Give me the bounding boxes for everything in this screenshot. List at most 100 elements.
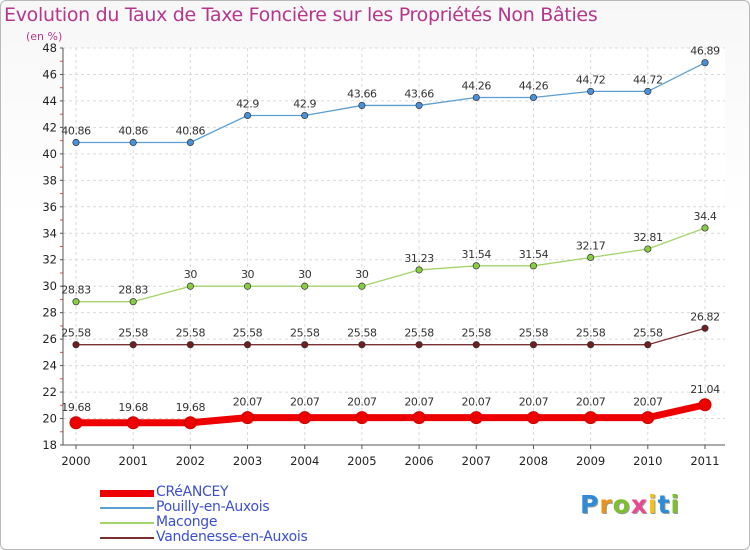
series-line	[75, 327, 706, 346]
data-point	[701, 59, 709, 67]
data-label: 31.23	[404, 252, 434, 265]
x-tick-label: 2011	[690, 454, 719, 468]
logo-letter: i	[670, 490, 681, 519]
y-tick-label: 30	[42, 279, 57, 293]
data-point	[529, 93, 538, 102]
data-label: 43.66	[404, 87, 434, 100]
data-point	[183, 416, 197, 430]
y-tick-label: 36	[42, 200, 57, 214]
y-tick-label: 48	[42, 41, 57, 55]
data-label: 44.72	[576, 73, 606, 86]
data-point	[415, 101, 423, 109]
data-label: 20.07	[462, 396, 492, 409]
x-tick-label: 2003	[233, 454, 262, 468]
data-point	[415, 266, 423, 274]
data-label: 42.9	[293, 97, 316, 110]
data-point	[126, 416, 140, 430]
y-tick-label: 26	[42, 332, 57, 346]
data-label: 32.81	[633, 231, 663, 244]
chart-title: Evolution du Taux de Taxe Foncière sur l…	[4, 4, 598, 26]
data-label: 19.68	[118, 401, 148, 414]
data-point	[701, 224, 709, 232]
data-point	[129, 138, 137, 147]
series-line	[75, 227, 706, 303]
y-tick-label: 38	[42, 173, 57, 187]
data-point	[587, 341, 595, 349]
data-point	[72, 138, 80, 147]
data-point	[472, 93, 480, 102]
data-label: 31.54	[462, 248, 492, 261]
y-tick-label: 40	[42, 147, 57, 161]
x-tick-label: 2008	[519, 454, 548, 468]
data-label: 32.17	[576, 239, 606, 252]
logo-letter: P	[580, 490, 600, 519]
x-tick-label: 2006	[404, 454, 433, 468]
legend-label: Vandenesse-en-Auxois	[156, 529, 308, 545]
data-point	[301, 111, 309, 120]
data-point	[644, 245, 652, 253]
data-label: 42.9	[236, 97, 259, 110]
data-label: 30	[184, 268, 198, 281]
data-label: 25.58	[290, 327, 320, 340]
data-point	[698, 398, 712, 412]
data-label: 25.58	[576, 327, 606, 340]
data-point	[529, 262, 538, 270]
data-point	[526, 411, 540, 425]
data-label: 44.26	[519, 79, 549, 92]
x-tick-label: 2007	[462, 454, 491, 468]
data-label: 25.58	[462, 327, 492, 340]
data-label: 28.83	[61, 284, 91, 297]
x-tick-label: 2004	[290, 454, 319, 468]
x-tick-label: 2009	[576, 454, 605, 468]
data-point	[129, 298, 137, 306]
data-label: 25.58	[61, 327, 91, 340]
data-label: 40.86	[176, 124, 206, 137]
data-point	[69, 416, 83, 430]
data-point	[129, 341, 137, 349]
data-point	[412, 411, 426, 425]
x-tick-label: 2001	[119, 454, 148, 468]
data-label: 30	[241, 268, 255, 281]
legend-label: Maconge	[156, 514, 218, 530]
data-point	[701, 324, 709, 332]
legend-swatch	[100, 507, 154, 509]
proxiti-logo: Proxiti	[580, 490, 680, 519]
data-point	[358, 282, 366, 290]
data-label: 30	[298, 268, 312, 281]
data-point	[301, 341, 309, 349]
data-point	[584, 411, 598, 425]
data-point	[472, 262, 480, 270]
legend-label: CRéANCEY	[156, 484, 229, 500]
logo-letter: o	[612, 490, 631, 519]
data-label: 34.4	[694, 210, 717, 223]
data-label: 26.82	[690, 310, 720, 323]
data-labels: 40.86 40.86 40.86 42.9 42.9 43.66 43.66 44.26 44…	[61, 45, 720, 414]
y-tick-label: 18	[42, 438, 57, 452]
y-tick-label: 20	[42, 412, 57, 426]
y-tick-label: 22	[42, 385, 57, 399]
data-point	[72, 341, 80, 349]
legend-swatch	[100, 489, 154, 497]
data-point	[587, 87, 595, 95]
data-label: 25.58	[519, 327, 549, 340]
y-tick-label: 28	[42, 306, 57, 320]
data-label: 20.07	[519, 396, 549, 409]
data-label: 25.58	[633, 327, 663, 340]
data-label: 28.83	[118, 284, 148, 297]
series-line	[72, 401, 709, 427]
data-point	[355, 411, 369, 425]
x-tick-label: 2000	[61, 454, 90, 468]
data-point	[644, 87, 652, 95]
data-label: 31.54	[519, 248, 549, 261]
data-point	[587, 253, 595, 262]
y-tick-label: 34	[42, 226, 57, 240]
unit-label: (en %)	[26, 30, 63, 43]
data-point	[243, 341, 252, 349]
data-point	[358, 101, 366, 109]
grid	[63, 47, 725, 446]
data-point	[415, 341, 423, 349]
legend-label: Pouilly-en-Auxois	[156, 499, 270, 515]
data-label: 19.68	[176, 401, 206, 414]
y-tick-label: 42	[42, 120, 57, 134]
y-tick-label: 46	[42, 67, 57, 81]
